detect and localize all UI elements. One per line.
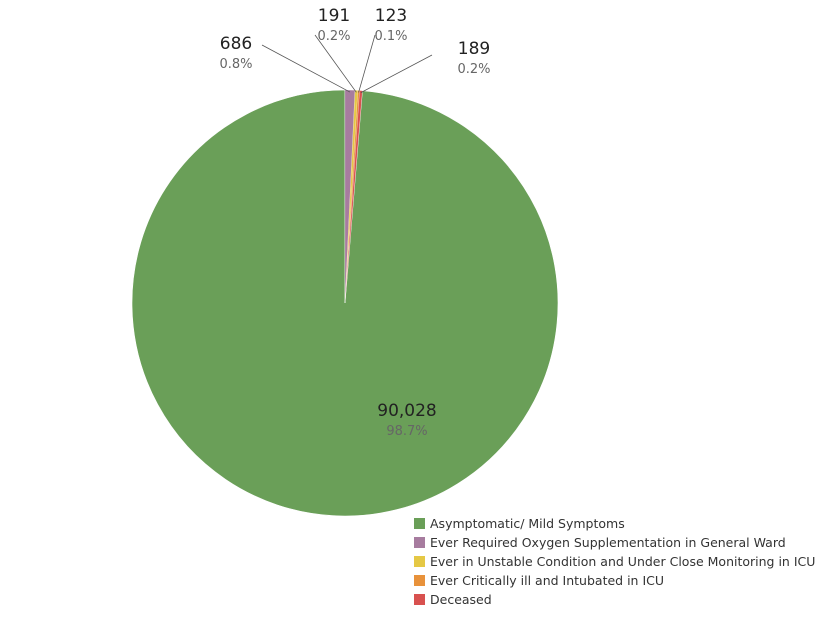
value-label-2: 686 [220,34,252,54]
legend-label: Ever in Unstable Condition and Under Clo… [430,554,816,569]
legend-swatch [414,556,425,567]
legend-label: Deceased [430,592,492,607]
legend-item-1: Asymptomatic/ Mild Symptoms [414,514,815,533]
legend-item-2: Ever Required Oxygen Supplementation in … [414,533,815,552]
legend-label: Ever Required Oxygen Supplementation in … [430,535,786,550]
value-label-5: 189 [458,39,490,59]
leader-line-3 [314,34,357,93]
legend-label: Asymptomatic/ Mild Symptoms [430,516,625,531]
value-label-4: 123 [375,6,407,26]
legend-swatch [414,518,425,529]
percent-label-2: 0.8% [219,57,252,72]
percent-label-1: 98.7% [386,424,427,439]
pie-slice-5 [344,90,363,304]
leader-line-5 [360,54,433,93]
percent-label-5: 0.2% [457,62,490,77]
legend-item-5: Deceased [414,590,815,609]
leader-line-4 [358,34,376,93]
legend: Asymptomatic/ Mild Symptoms Ever Required… [414,514,815,609]
pie-slices [131,89,559,517]
leader-line-2 [261,44,351,93]
legend-swatch [414,594,425,605]
value-label-1: 90,028 [377,401,436,421]
percent-label-4: 0.1% [374,29,407,44]
legend-item-3: Ever in Unstable Condition and Under Clo… [414,552,815,571]
leader-lines [261,34,433,93]
value-label-3: 191 [318,6,350,26]
percent-label-3: 0.2% [317,29,350,44]
slice-labels: 90,028 98.7% 686 0.8% 191 0.2% 123 0.1% 189 0.2% [219,6,490,439]
legend-swatch [414,575,425,586]
legend-label: Ever Critically ill and Intubated in ICU [430,573,665,588]
legend-swatch [414,537,425,548]
legend-item-4: Ever Critically ill and Intubated in ICU [414,571,815,590]
